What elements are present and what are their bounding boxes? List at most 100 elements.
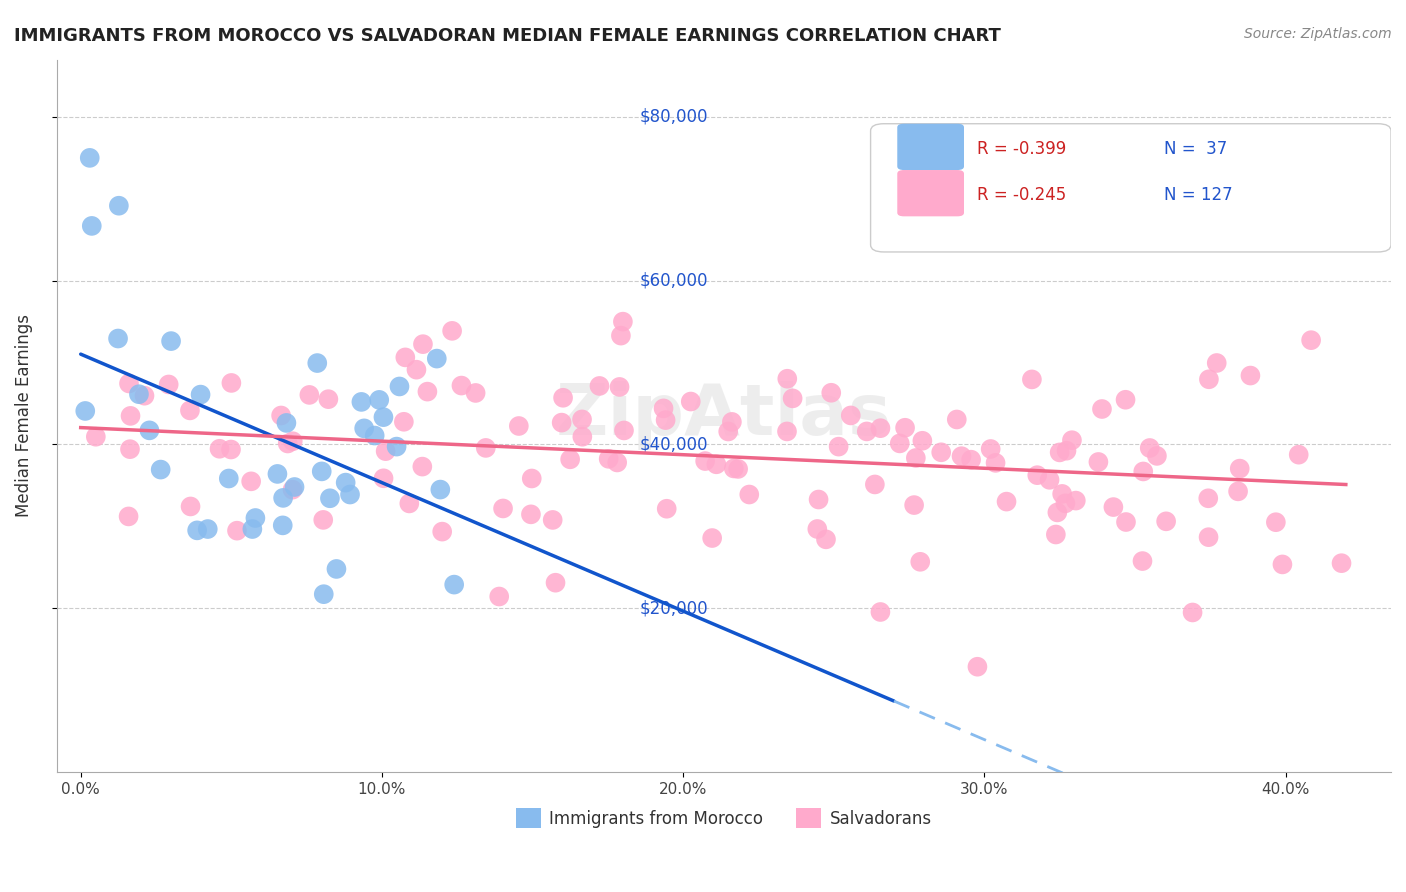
Salvadorans: [1301, 333, 1323, 347]
Salvadorans: [1227, 484, 1250, 499]
Text: R = -0.399: R = -0.399: [977, 140, 1067, 158]
Immigrants from Morocco: [363, 428, 385, 442]
Text: $60,000: $60,000: [640, 272, 709, 290]
Salvadorans: [180, 500, 202, 514]
Salvadorans: [679, 394, 702, 409]
Immigrants from Morocco: [149, 462, 172, 476]
Salvadorans: [613, 424, 636, 438]
Immigrants from Morocco: [138, 423, 160, 437]
Salvadorans: [612, 315, 634, 329]
Salvadorans: [610, 328, 633, 343]
Salvadorans: [1038, 473, 1060, 487]
FancyBboxPatch shape: [897, 124, 965, 170]
Salvadorans: [1139, 441, 1161, 455]
Salvadorans: [1026, 468, 1049, 483]
Salvadorans: [1271, 558, 1294, 572]
Salvadorans: [903, 498, 925, 512]
Immigrants from Morocco: [80, 219, 103, 233]
Salvadorans: [946, 412, 969, 426]
Salvadorans: [219, 442, 242, 457]
Salvadorans: [1049, 445, 1071, 459]
Immigrants from Morocco: [271, 518, 294, 533]
Immigrants from Morocco: [245, 511, 267, 525]
Text: R = -0.245: R = -0.245: [977, 186, 1067, 204]
Salvadorans: [894, 421, 917, 435]
Salvadorans: [312, 513, 335, 527]
Salvadorans: [226, 524, 249, 538]
Salvadorans: [1198, 372, 1220, 386]
Immigrants from Morocco: [335, 475, 357, 490]
Salvadorans: [373, 471, 395, 485]
Salvadorans: [820, 385, 842, 400]
Salvadorans: [508, 419, 530, 434]
Salvadorans: [544, 575, 567, 590]
Salvadorans: [84, 430, 107, 444]
Salvadorans: [551, 391, 574, 405]
Salvadorans: [598, 451, 620, 466]
Salvadorans: [492, 501, 515, 516]
Immigrants from Morocco: [197, 522, 219, 536]
FancyBboxPatch shape: [870, 124, 1391, 252]
Salvadorans: [411, 459, 433, 474]
Salvadorans: [950, 449, 973, 463]
Salvadorans: [412, 337, 434, 351]
Immigrants from Morocco: [75, 404, 97, 418]
Salvadorans: [398, 496, 420, 510]
Legend: Immigrants from Morocco, Salvadorans: Immigrants from Morocco, Salvadorans: [509, 801, 939, 835]
Salvadorans: [911, 434, 934, 448]
Salvadorans: [571, 412, 593, 426]
Salvadorans: [270, 409, 292, 423]
Immigrants from Morocco: [388, 379, 411, 393]
Salvadorans: [717, 425, 740, 439]
Text: $20,000: $20,000: [640, 599, 709, 617]
Immigrants from Morocco: [276, 416, 298, 430]
Salvadorans: [827, 440, 849, 454]
Immigrants from Morocco: [353, 421, 375, 435]
Immigrants from Morocco: [240, 522, 263, 536]
Immigrants from Morocco: [429, 483, 451, 497]
Salvadorans: [118, 442, 141, 457]
FancyBboxPatch shape: [897, 170, 965, 217]
Immigrants from Morocco: [271, 491, 294, 505]
Immigrants from Morocco: [350, 395, 373, 409]
Salvadorans: [704, 458, 727, 472]
Salvadorans: [806, 522, 828, 536]
Salvadorans: [702, 531, 724, 545]
Salvadorans: [450, 378, 472, 392]
Immigrants from Morocco: [307, 356, 329, 370]
Salvadorans: [655, 501, 678, 516]
Salvadorans: [441, 324, 464, 338]
Salvadorans: [807, 492, 830, 507]
Salvadorans: [464, 386, 486, 401]
Salvadorans: [392, 415, 415, 429]
Salvadorans: [541, 513, 564, 527]
Salvadorans: [221, 376, 243, 390]
Salvadorans: [1198, 530, 1220, 544]
Salvadorans: [134, 389, 156, 403]
Salvadorans: [281, 434, 304, 449]
Salvadorans: [475, 441, 498, 455]
Salvadorans: [120, 409, 142, 423]
Immigrants from Morocco: [218, 471, 240, 485]
Salvadorans: [1046, 505, 1069, 519]
Salvadorans: [1045, 527, 1067, 541]
Immigrants from Morocco: [108, 199, 131, 213]
Salvadorans: [1115, 392, 1137, 407]
Immigrants from Morocco: [128, 387, 150, 401]
Immigrants from Morocco: [368, 392, 391, 407]
Salvadorans: [1021, 372, 1043, 386]
Salvadorans: [416, 384, 439, 399]
Salvadorans: [374, 444, 396, 458]
Salvadorans: [208, 442, 231, 456]
Salvadorans: [839, 409, 862, 423]
Immigrants from Morocco: [443, 577, 465, 591]
Salvadorans: [1205, 356, 1227, 370]
Text: N =  37: N = 37: [1164, 140, 1227, 158]
Salvadorans: [889, 436, 911, 450]
Salvadorans: [1197, 491, 1219, 506]
Salvadorans: [1056, 443, 1078, 458]
Salvadorans: [405, 362, 427, 376]
Immigrants from Morocco: [312, 587, 335, 601]
Salvadorans: [695, 454, 717, 468]
Salvadorans: [1054, 496, 1077, 510]
